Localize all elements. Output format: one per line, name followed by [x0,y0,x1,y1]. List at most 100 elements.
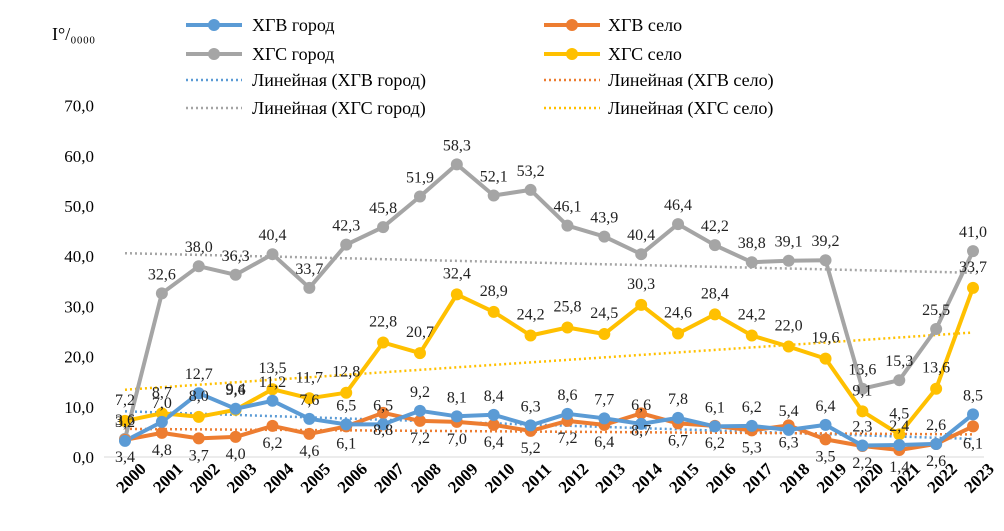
x-tick-label: 2006 [334,459,371,496]
data-label: 45,8 [369,200,397,217]
data-label: 3,4 [115,449,135,466]
data-label: 6,7 [668,432,688,449]
data-point [782,254,795,267]
data-label: 33,7 [959,259,987,276]
y-axis: 0,0 10,0 20,0 30,0 40,0 50,0 60,0 70,0 [64,97,94,467]
data-point [192,432,205,445]
data-point [119,434,131,447]
data-label: 7,2 [557,430,577,447]
data-label: 39,1 [775,234,803,251]
series-line [124,391,975,448]
data-label: 22,8 [369,314,397,331]
series-line [124,287,975,437]
x-tick-label: 2016 [702,459,739,496]
data-label: 7,2 [410,430,430,447]
data-label: 5,4 [779,403,799,420]
data-label: 39,2 [812,233,840,250]
data-label: 6,4 [484,434,504,451]
data-point [930,322,943,335]
data-point [377,336,390,349]
data-point [192,387,205,400]
legend-label-hgv-selo: ХГВ село [608,15,682,35]
legend-item-hgs-selo: ХГС село [544,44,682,64]
x-tick-label: 2009 [444,459,481,496]
legend-item-trend-hgs-selo: Линейная (ХГС село) [544,98,773,119]
data-label: 3,7 [189,447,209,464]
data-point [745,419,758,432]
data-point [598,230,611,243]
trendline [124,331,974,391]
data-label: 32,6 [148,266,176,283]
x-tick-label: 2003 [223,459,260,496]
legend-item-trend-hgs-gorod: Линейная (ХГС город) [186,98,426,119]
series-markers [119,158,980,456]
data-point [635,417,648,430]
data-point [819,418,832,431]
data-point [745,256,758,269]
data-point [155,407,168,420]
data-label: 2,6 [926,417,946,434]
data-label: 11,2 [259,374,286,391]
data-point [782,340,795,353]
trendline [124,251,974,275]
series-line [124,410,974,452]
data-point [561,407,574,420]
series-line [123,162,975,440]
data-label: 36,3 [222,248,250,265]
data-point [930,437,943,450]
data-point [819,433,832,446]
data-label: 6,1 [705,399,725,416]
legend-marker-hgs-selo [566,48,578,60]
x-tick-label: 2013 [592,459,629,496]
data-label: 6,1 [336,435,356,452]
data-label: 2,2 [852,455,872,472]
data-label: 2,4 [889,418,909,435]
x-tick-label: 2004 [260,459,298,497]
data-label: 6,3 [521,398,541,415]
data-label: 32,4 [443,265,471,282]
data-label: 5,2 [521,440,541,457]
y-tick-label: 50,0 [64,197,94,216]
data-label: 4,8 [152,442,172,459]
data-point [487,189,500,202]
data-point [303,412,316,425]
series-lines [123,162,975,452]
data-point [856,382,869,395]
x-tick-label: 2018 [776,459,813,496]
data-label: 6,2 [742,399,762,416]
data-point [377,418,390,431]
data-label: 11,7 [296,369,323,386]
data-label: 7,7 [594,391,614,408]
data-label: 12,8 [332,364,360,381]
data-point [524,183,537,196]
data-point [524,329,537,342]
data-point [450,410,463,423]
legend-marker-hgv-selo [566,19,578,31]
legend-label-hgv-gorod: ХГВ город [252,15,335,35]
data-point [487,408,500,421]
data-label: 24,5 [590,305,618,322]
x-tick-label: 2023 [960,459,997,496]
data-point [708,308,721,321]
data-point [967,245,980,258]
data-label: 51,9 [406,169,434,186]
data-point [708,239,721,252]
data-label: 8,4 [484,388,504,405]
data-point [598,412,611,425]
data-label: 52,1 [480,168,508,185]
data-point [819,254,832,267]
data-point [672,411,685,424]
data-label: 53,2 [517,163,545,180]
data-label: 3,6 [115,412,135,429]
data-label: 24,6 [664,305,692,322]
data-label: 1,4 [889,459,909,476]
data-point [450,288,463,301]
data-label: 7,2 [115,392,135,409]
data-point [487,418,500,431]
data-point [192,260,205,273]
data-label: 9,4 [226,381,246,398]
legend-item-trend-hgv-gorod: Линейная (ХГВ город) [186,70,426,91]
data-point [377,406,390,419]
y-tick-label: 10,0 [64,398,94,417]
data-label: 28,4 [701,285,729,302]
